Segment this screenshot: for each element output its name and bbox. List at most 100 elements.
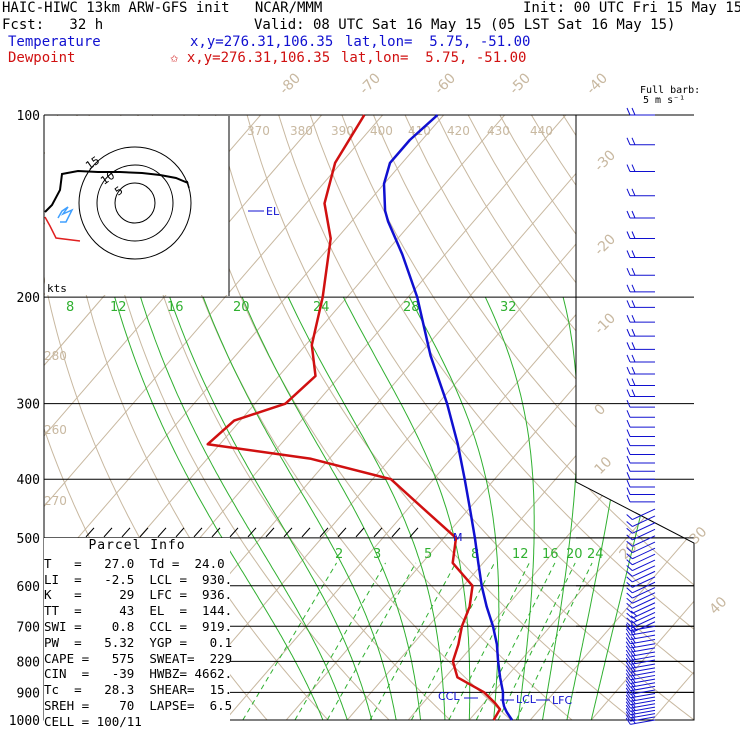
mixing-ratio-label: 3 — [373, 547, 381, 562]
wind-barb-staff — [630, 682, 656, 688]
freezing-hatch — [283, 527, 293, 538]
wind-barb-flag — [626, 366, 631, 375]
wind-barb-flag — [630, 713, 636, 721]
freezing-hatch — [157, 527, 167, 538]
wind-barb-staff — [632, 547, 656, 560]
parcel-info-rows: T = 27.0 Td = 24.0 LI = -2.5 LCL = 930. K … — [44, 556, 233, 730]
wind-barb — [626, 565, 656, 577]
wind-barb-flag — [630, 683, 636, 691]
wind-barb-flag — [625, 641, 631, 649]
hodograph-ring — [96, 164, 174, 242]
wind-barb-staff — [632, 559, 656, 572]
wind-barb-flag — [631, 231, 636, 239]
mixing-ratio-label: 5 — [424, 547, 432, 562]
parcel-info-row: CIN = -39 HWBZ= 4662. — [44, 666, 233, 682]
wind-barb-flag — [631, 137, 636, 145]
wind-barb-flag — [625, 680, 631, 688]
wind-barb — [625, 683, 656, 692]
wind-barb — [626, 231, 655, 239]
isotherm-label: 40 — [707, 594, 731, 618]
wind-barb-flag — [626, 284, 631, 293]
wind-barb-flag — [626, 559, 633, 566]
sounding-header: HAIC-HIWC 13km ARW-GFS init NCAR/MMM Ini… — [0, 0, 740, 70]
wind-barb-staff — [632, 602, 656, 614]
wind-barb — [626, 419, 655, 428]
wind-barb-flag — [626, 342, 631, 350]
wind-barb-flag — [626, 250, 631, 258]
wind-barb — [626, 447, 655, 455]
wind-barb-staff — [630, 719, 656, 725]
wind-barb-staff — [632, 508, 656, 521]
pressure-tick-label: 100 — [17, 109, 40, 124]
wind-barb — [625, 713, 656, 722]
isotherm — [285, 115, 694, 720]
wind-barb-flag — [631, 378, 636, 386]
isotherm — [44, 115, 323, 720]
wind-barb — [626, 188, 655, 197]
wind-barb — [626, 455, 655, 464]
wind-barb-flag — [630, 615, 638, 622]
pressure-tick-label: 200 — [17, 291, 40, 306]
wind-barb-staff — [632, 553, 656, 566]
wind-barb — [626, 553, 656, 566]
isotherm-label: -10 — [592, 310, 619, 337]
freezing-hatch — [85, 527, 95, 538]
wind-barb-flag — [630, 648, 636, 656]
wind-barb-flag — [626, 581, 633, 588]
forecast-hour: Fcst: 32 h — [2, 17, 104, 33]
freezing-hatch — [175, 527, 185, 538]
dry-adiabat — [215, 115, 634, 720]
wind-barb-staff — [632, 541, 656, 554]
wind-barb-flag — [630, 690, 636, 698]
wind-barb — [626, 541, 656, 554]
theta-e-label: 12 — [110, 300, 127, 315]
parcel-info-panel: Parcel Info T = 27.0 Td = 24.0 LI = -2.5 … — [44, 538, 233, 730]
wind-barb — [626, 522, 656, 534]
wind-barb — [625, 710, 656, 719]
wind-barb-flag — [631, 284, 636, 293]
dry-adiabat — [594, 115, 694, 720]
wind-barb-flag — [626, 602, 633, 609]
wind-barb — [626, 284, 655, 293]
wind-barb — [626, 602, 656, 614]
freezing-hatch — [391, 527, 401, 538]
parcel-info-title: Parcel Info — [88, 538, 186, 553]
wind-barb-flag — [630, 656, 636, 664]
wind-barb-flag — [626, 314, 631, 323]
wind-barb — [625, 716, 656, 725]
isotherm-label: 30 — [687, 524, 711, 548]
hodograph-background — [45, 116, 229, 295]
wind-barb-flag — [626, 164, 631, 172]
wind-barb-staff — [630, 696, 656, 702]
wind-barb-staff — [630, 643, 656, 649]
wind-barb-flag — [630, 703, 636, 711]
wind-barb-flag — [631, 250, 636, 258]
wind-barb — [625, 707, 656, 716]
wind-barb-flag — [626, 617, 633, 624]
wind-barb-flag — [626, 527, 633, 534]
wind-barb — [626, 570, 656, 583]
pressure-tick-label: 700 — [17, 620, 40, 635]
isotherm — [529, 115, 694, 720]
wind-barb-flag — [626, 107, 631, 116]
hodograph-trace-blue — [57, 206, 74, 223]
wind-barb-staff — [632, 576, 656, 588]
isotherm — [590, 115, 694, 720]
dry-adiabat — [309, 115, 694, 720]
wind-barb-staff — [630, 651, 656, 657]
freezing-hatch — [301, 527, 311, 538]
freezing-hatch — [139, 527, 149, 538]
wind-barb-flag — [625, 687, 631, 695]
wind-barb-flag — [625, 676, 631, 684]
wind-barb-flag — [631, 188, 636, 196]
moist-adiabat — [484, 296, 535, 720]
wind-barb-flag — [626, 410, 631, 418]
mixing-ratio-label: 12 — [512, 547, 529, 562]
wind-barb-flag — [626, 553, 633, 560]
wind-barb — [625, 640, 656, 649]
wind-barb-flag — [631, 210, 636, 219]
wind-barb-staff — [630, 685, 656, 692]
wind-barb-staff — [630, 709, 656, 716]
parcel-info-row: TT = 43 EL = 144. — [44, 603, 233, 619]
wind-barb-staff — [630, 678, 656, 684]
